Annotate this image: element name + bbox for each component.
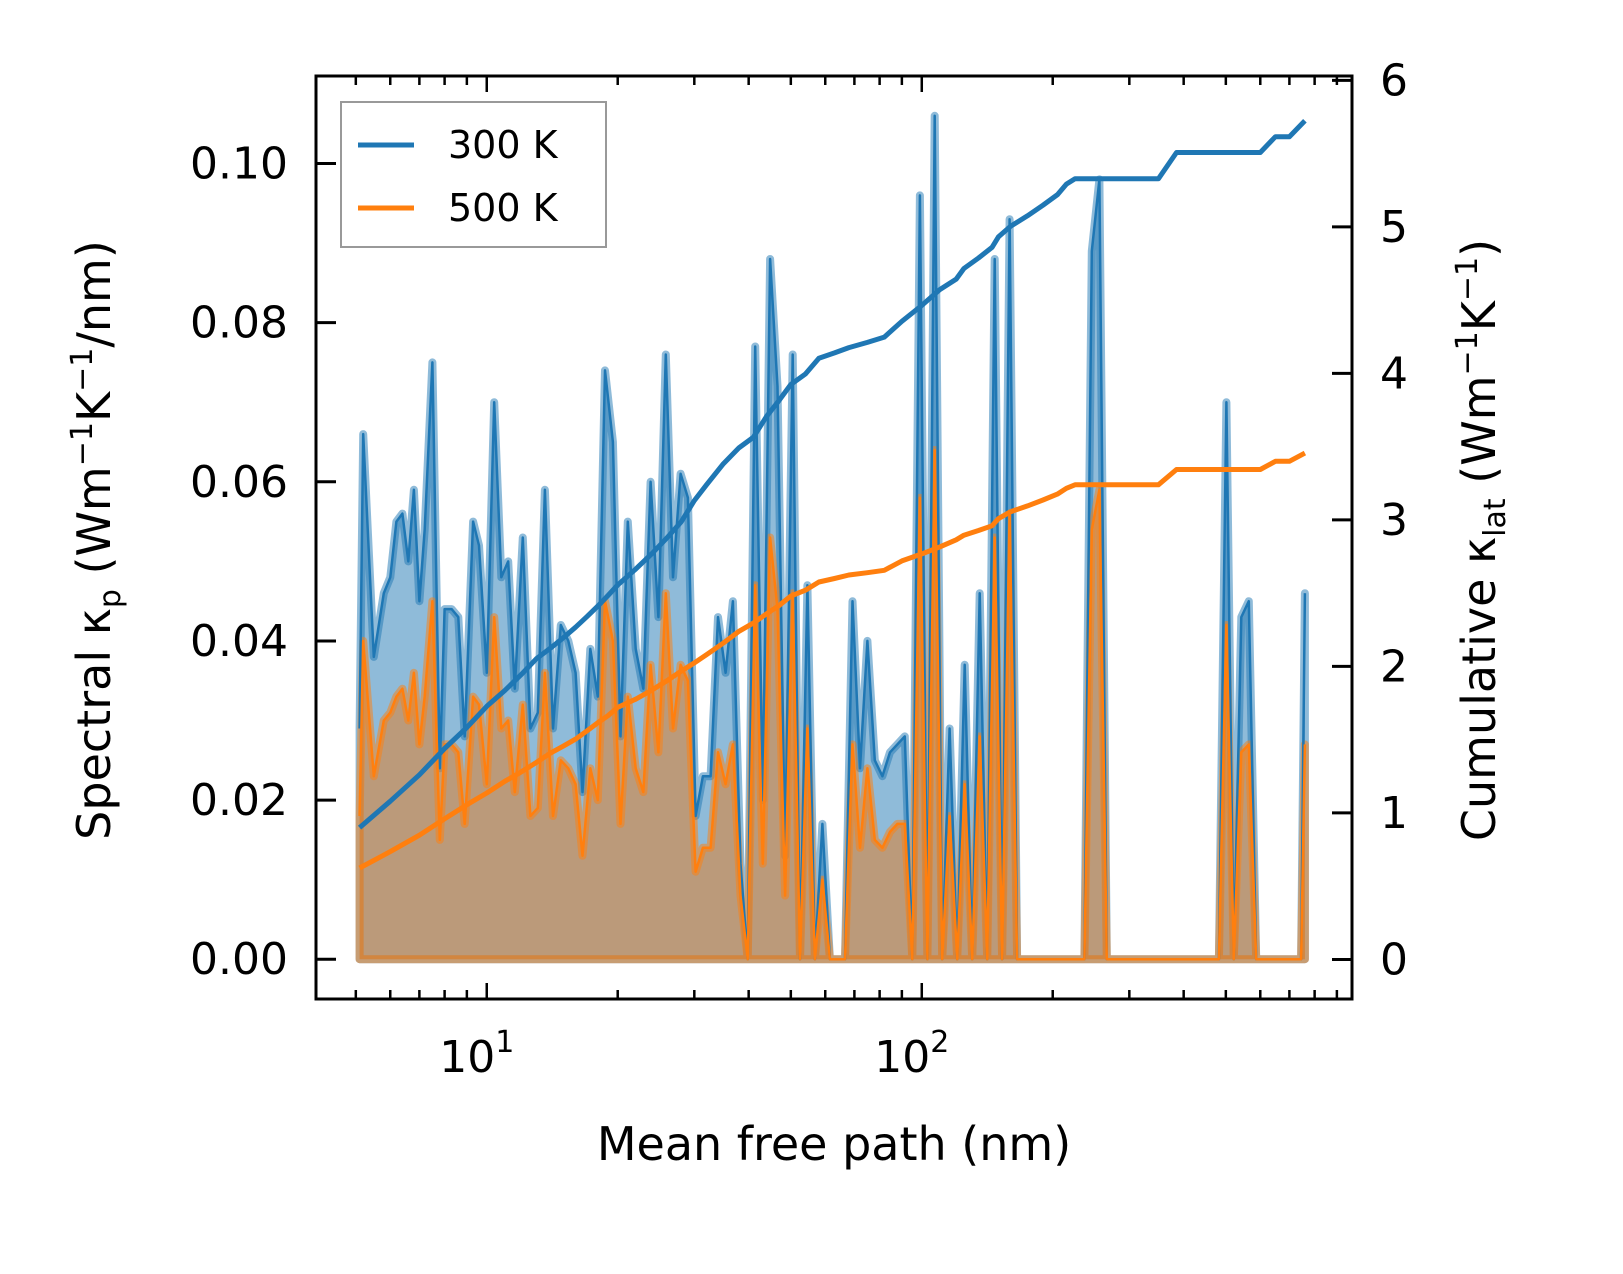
cumulative-line-500k — [358, 450, 1307, 871]
x-tick-label: 102 — [874, 1025, 949, 1083]
y-left-tick-label: 0.04 — [190, 616, 288, 667]
plot-frame — [314, 74, 1354, 1001]
y-left-axis-label: Spectral κp (Wm−1K−1/nm) — [65, 240, 128, 840]
y-left-label-unit-pre: (Wm — [67, 466, 121, 589]
legend-label-300k: 300 K — [448, 123, 559, 167]
y-right-label-main: Cumulative κ — [1452, 537, 1506, 841]
y-right-label-sup2: −1 — [1450, 257, 1485, 301]
y-left-tick-label: 0.06 — [190, 457, 288, 508]
spectral-line-500k — [358, 448, 1307, 961]
y-left-tick-labels: 0.00 0.02 0.04 0.06 0.08 0.10 — [190, 139, 288, 986]
legend-label-500k: 500 K — [448, 186, 559, 230]
x-tick-label: 101 — [439, 1025, 514, 1083]
y-left-tick-label: 0.10 — [190, 139, 288, 190]
x-axis-label: Mean free path (nm) — [597, 1117, 1071, 1171]
y-left-tick-label: 0.02 — [190, 775, 288, 826]
y-right-tick-label: 0 — [1380, 934, 1408, 985]
y-right-tick-label: 4 — [1380, 348, 1408, 399]
y-left-label-main: Spectral κ — [67, 608, 121, 840]
y-left-label-unit-post: /nm) — [67, 240, 121, 347]
y-right-tick-label: 6 — [1380, 55, 1408, 106]
y-right-tick-label: 5 — [1380, 202, 1408, 253]
y-left-label-mid: K — [67, 390, 121, 422]
y-left-label-sup2: −1 — [65, 348, 100, 392]
y-right-axis-label: Cumulative κlat (Wm−1K−1) — [1450, 239, 1513, 841]
y-right-tick-label: 1 — [1380, 788, 1408, 839]
y-right-label-unit-pre: (Wm — [1452, 375, 1506, 498]
legend: 300 K 500 K — [340, 101, 607, 248]
y-right-tick-label: 3 — [1380, 495, 1408, 546]
y-left-tick-label: 0.08 — [190, 298, 288, 349]
y-left-tick-label: 0.00 — [190, 934, 288, 985]
y-right-label-unit-post: ) — [1452, 239, 1506, 257]
legend-frame — [340, 101, 607, 248]
x-tick-labels: 101 102 — [439, 1025, 949, 1083]
y-right-tick-labels: 0 1 2 3 4 5 6 — [1380, 55, 1408, 985]
cumulative-lines — [357, 119, 1307, 871]
y-right-label-sub: lat — [1478, 498, 1513, 537]
y-right-tick-label: 2 — [1380, 641, 1408, 692]
y-left-label-sub: p — [93, 589, 128, 608]
axis-ticks — [316, 76, 1352, 999]
y-right-label-sup1: −1 — [1450, 331, 1485, 375]
spectral-lines — [358, 114, 1307, 961]
cumulative-line-300k — [357, 119, 1307, 830]
y-left-label-sup1: −1 — [65, 422, 100, 466]
y-right-label-mid: K — [1452, 299, 1506, 331]
